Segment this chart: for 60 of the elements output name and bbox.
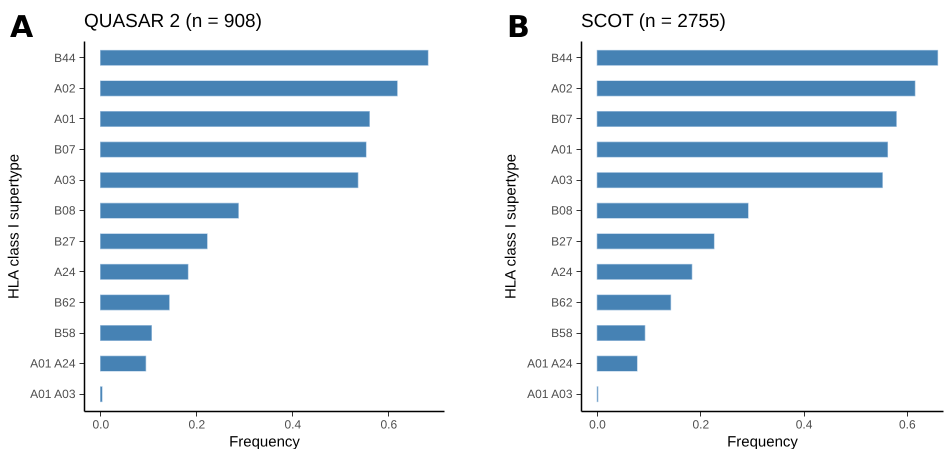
y-tick-label: A02	[54, 81, 76, 96]
y-tick-label: A03	[54, 173, 76, 188]
y-axis-title: HLA class I supertype	[5, 154, 22, 300]
y-tick-label: A01	[551, 142, 573, 157]
x-tick-label: 0.2	[692, 418, 710, 432]
bar	[596, 142, 888, 158]
y-tick-label: B58	[551, 326, 573, 340]
y-tick-label: B07	[54, 142, 76, 157]
y-tick-label: A01 A03	[30, 387, 76, 402]
y-tick-label: B08	[551, 204, 573, 218]
bar	[100, 80, 398, 96]
x-tick-label: 0.2	[188, 418, 206, 432]
y-tick-label: A01 A24	[30, 356, 76, 371]
bar	[596, 202, 749, 219]
bar	[100, 356, 146, 372]
x-tick-label: 0.6	[380, 418, 398, 432]
bar	[100, 325, 152, 341]
y-tick-label: B27	[551, 234, 573, 248]
x-tick-label: 0.0	[92, 418, 110, 432]
x-tick-label: 0.6	[899, 418, 916, 432]
bar	[596, 80, 916, 96]
bar	[596, 264, 692, 280]
bar	[596, 172, 883, 188]
bar	[596, 356, 638, 372]
y-tick-label: B58	[54, 326, 76, 340]
y-tick-label: B62	[551, 295, 573, 310]
x-tick-label: 0.4	[284, 418, 302, 432]
chart-title: QUASAR 2 (n = 908)	[84, 11, 262, 32]
y-tick-label: A01	[54, 112, 76, 126]
y-tick-label: A01 A24	[527, 356, 573, 371]
bar	[596, 233, 715, 250]
bar	[100, 172, 358, 188]
bar	[100, 294, 170, 310]
y-tick-label: B08	[54, 204, 76, 218]
bar	[100, 264, 188, 280]
y-tick-label: A02	[551, 81, 573, 96]
y-tick-label: A01 A03	[527, 387, 573, 402]
bar	[596, 111, 897, 127]
bar	[596, 294, 672, 310]
y-tick-label: B62	[54, 295, 76, 310]
x-tick-label: 0.0	[589, 418, 606, 432]
text: B	[507, 10, 530, 45]
y-tick-label: A24	[551, 264, 573, 279]
bar	[100, 111, 370, 127]
bar	[100, 202, 239, 219]
bar	[100, 50, 428, 66]
text: A	[10, 10, 34, 45]
y-tick-label: A03	[551, 173, 573, 188]
bar	[100, 233, 208, 250]
y-tick-label: B07	[551, 112, 573, 126]
y-tick-label: B27	[54, 234, 76, 248]
x-tick-label: 0.4	[796, 418, 813, 432]
y-tick-label: A24	[54, 264, 76, 279]
bar	[596, 325, 646, 341]
chart-title: SCOT (n = 2755)	[581, 11, 726, 32]
y-tick-label: B44	[551, 50, 573, 65]
bar	[100, 142, 367, 158]
bar	[596, 50, 938, 66]
y-axis-title: HLA class I supertype	[502, 154, 520, 300]
y-tick-label: B44	[54, 50, 76, 65]
